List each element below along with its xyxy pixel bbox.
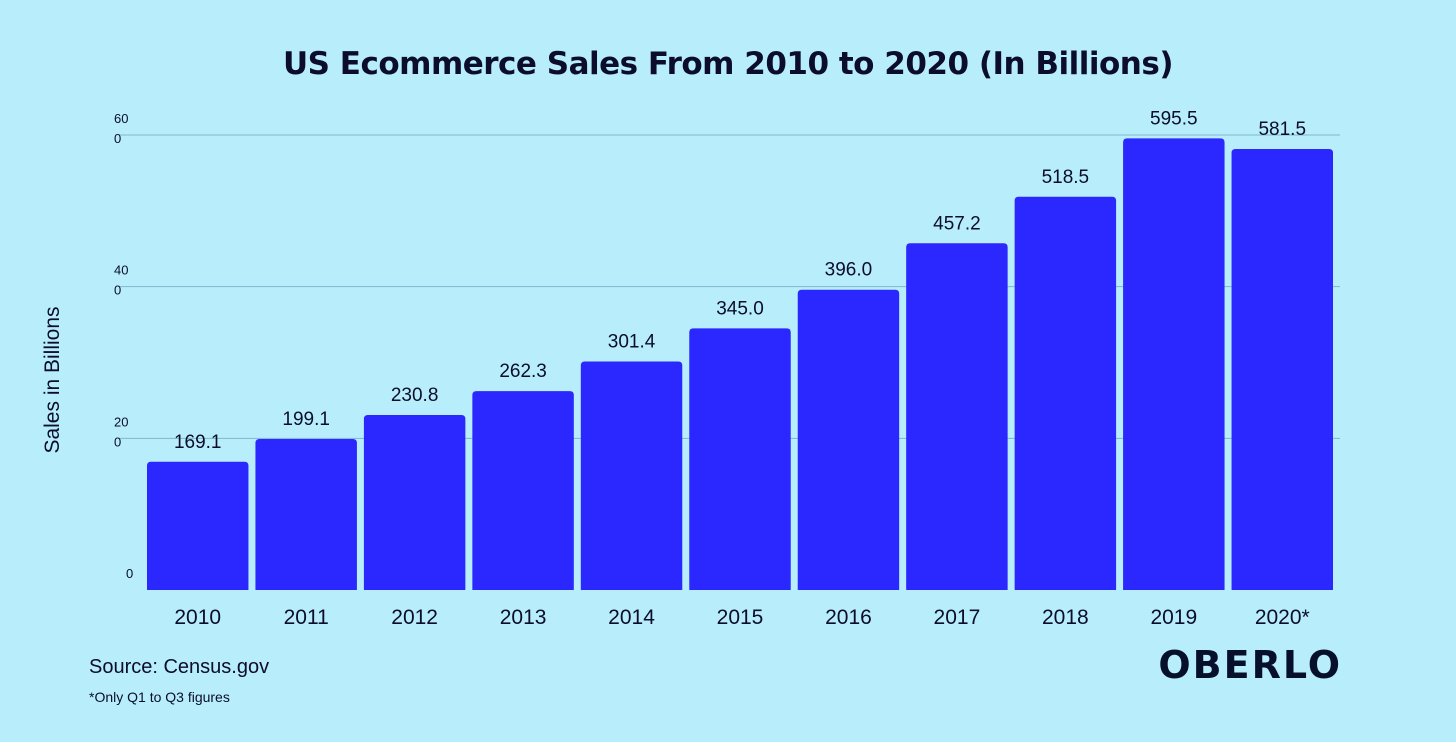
footnote: *Only Q1 to Q3 figures (89, 689, 230, 705)
x-tick-label: 2013 (500, 606, 547, 629)
data-label: 457.2 (933, 213, 981, 234)
data-label: 199.1 (282, 409, 330, 430)
x-tick-label: 2020* (1255, 606, 1310, 629)
bar (147, 461, 249, 590)
x-tick-label: 2019 (1150, 606, 1197, 629)
oberlo-logo: OBERLO (1158, 643, 1342, 687)
bar (1014, 196, 1117, 590)
x-tick-label: 2010 (174, 606, 221, 629)
data-label: 581.5 (1258, 119, 1306, 140)
y-tick-label: 0 (126, 566, 133, 581)
data-label: 301.4 (608, 331, 656, 352)
x-tick-label: 2011 (284, 606, 329, 629)
bar (906, 243, 1008, 591)
source-note: Source: Census.gov (89, 656, 270, 678)
x-tick-label: 2016 (825, 606, 872, 629)
data-label: 518.5 (1042, 167, 1090, 188)
y-tick-label: 40 0 (114, 263, 128, 298)
y-axis-label: Sales in Billions (41, 306, 64, 454)
data-label: 345.0 (716, 298, 764, 319)
bar (689, 328, 791, 590)
data-label: 262.3 (499, 361, 547, 382)
x-tick-label: 2012 (391, 606, 438, 629)
x-tick-label: 2015 (717, 606, 764, 629)
data-label: 169.1 (174, 432, 222, 453)
bar (1231, 149, 1333, 590)
chart-title: US Ecommerce Sales From 2010 to 2020 (In… (283, 46, 1174, 82)
x-tick-label: 2018 (1042, 606, 1089, 629)
bar (472, 391, 574, 590)
bar (580, 361, 683, 590)
x-tick-label: 2017 (934, 606, 981, 629)
data-label: 230.8 (391, 385, 439, 406)
y-tick-label: 60 0 (114, 111, 128, 146)
data-label: 396.0 (825, 260, 873, 281)
bar (255, 439, 357, 590)
y-tick-label: 20 0 (114, 414, 128, 449)
x-tick-label: 2014 (608, 606, 655, 629)
bar (1123, 138, 1225, 590)
bar (797, 289, 900, 590)
data-label: 595.5 (1150, 108, 1198, 129)
bar (363, 414, 466, 590)
